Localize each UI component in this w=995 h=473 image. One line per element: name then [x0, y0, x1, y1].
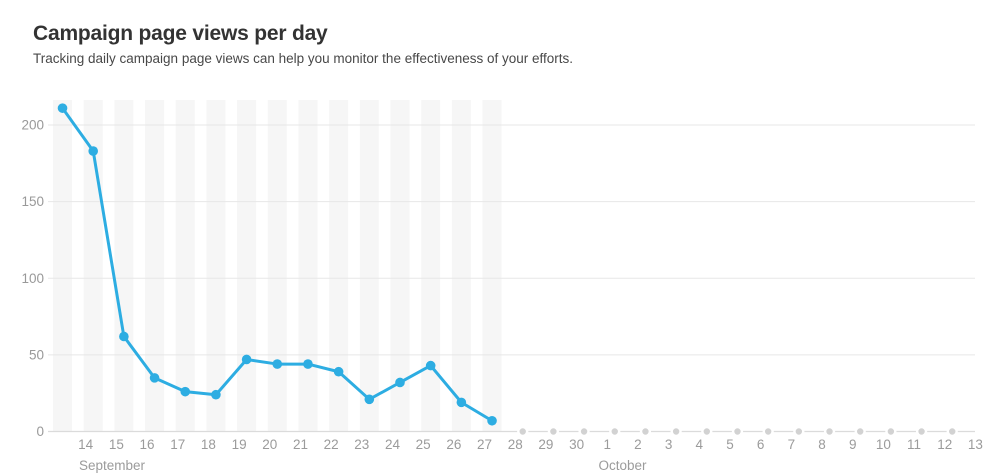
x-axis-tick-label: 20	[262, 437, 277, 452]
x-axis-tick-label: 9	[849, 437, 857, 452]
x-axis-tick-label: 30	[569, 437, 584, 452]
future-data-point[interactable]	[670, 425, 682, 438]
x-axis-tick-label: 5	[726, 437, 734, 452]
data-point[interactable]	[425, 360, 436, 371]
x-axis-tick-label: 22	[324, 437, 339, 452]
x-axis-tick-label: 18	[201, 437, 216, 452]
x-axis-tick-label: 3	[665, 437, 673, 452]
x-axis-labels: 14 15 16 17 18 19 20 21 22 23 24 25 26 27 28 29 30 1 2 3 4 5 6…	[78, 437, 983, 473]
x-axis-tick-label: 25	[416, 437, 431, 452]
x-axis-tick-label: 21	[293, 437, 308, 452]
data-point[interactable]	[57, 103, 68, 113]
future-data-point[interactable]	[946, 425, 958, 438]
data-point[interactable]	[149, 373, 160, 383]
data-point[interactable]	[88, 146, 98, 156]
month-label: October	[598, 458, 647, 473]
data-point[interactable]	[395, 377, 405, 388]
day-highlight-band	[175, 100, 195, 432]
day-bands	[53, 100, 502, 432]
day-highlight-band	[114, 100, 134, 432]
x-axis-tick-label: 16	[140, 437, 155, 452]
future-data-point[interactable]	[823, 425, 836, 438]
x-axis-tick-label: 7	[788, 437, 796, 452]
future-data-point[interactable]	[639, 425, 652, 438]
data-point[interactable]	[211, 389, 221, 400]
day-highlight-band	[237, 100, 257, 432]
x-axis-tick-label: 24	[385, 437, 401, 452]
future-data-point[interactable]	[885, 425, 897, 438]
day-highlight-band	[482, 100, 502, 432]
x-axis-tick-label: 13	[968, 437, 983, 452]
x-axis-tick-label: 29	[538, 437, 553, 452]
y-axis-tick-label: 150	[21, 194, 44, 209]
data-point[interactable]	[456, 397, 467, 408]
y-axis-tick-label: 100	[21, 271, 44, 286]
x-axis-tick-label: 14	[78, 437, 94, 452]
future-data-point[interactable]	[854, 425, 866, 438]
x-axis-tick-label: 11	[907, 437, 921, 452]
future-data-point[interactable]	[517, 425, 529, 438]
future-data-point[interactable]	[793, 425, 805, 438]
y-axis-tick-label: 0	[36, 424, 44, 439]
x-axis-tick-label: 2	[634, 437, 642, 452]
day-highlight-band	[390, 100, 410, 432]
day-highlight-band	[451, 100, 471, 432]
x-axis-tick-label: 17	[170, 437, 185, 452]
future-data-point[interactable]	[609, 425, 621, 438]
y-axis-tick-label: 200	[21, 118, 44, 133]
chart-title: Campaign page views per day	[33, 22, 328, 45]
future-data-point[interactable]	[915, 425, 928, 438]
x-axis-tick-label: 10	[876, 437, 891, 452]
x-axis-tick-label: 26	[446, 437, 461, 452]
x-axis-tick-label: 28	[508, 437, 523, 452]
future-data-point[interactable]	[979, 427, 988, 436]
month-label: September	[79, 458, 146, 473]
x-axis-tick-label: 23	[354, 437, 369, 452]
day-highlight-band	[145, 100, 165, 432]
data-point[interactable]	[180, 386, 191, 397]
future-data-point[interactable]	[547, 425, 560, 438]
x-axis-tick-label: 15	[109, 437, 124, 452]
future-data-point[interactable]	[731, 425, 744, 438]
future-data-point[interactable]	[578, 425, 590, 438]
plot-area	[57, 103, 988, 438]
data-point[interactable]	[241, 354, 252, 365]
future-data-point[interactable]	[762, 425, 774, 438]
x-axis-tick-label: 4	[696, 437, 704, 452]
data-point[interactable]	[364, 394, 375, 405]
x-axis-tick-label: 6	[757, 437, 765, 452]
y-grid: 0 50 100 150 200	[21, 118, 975, 439]
data-point[interactable]	[333, 366, 344, 377]
x-axis-tick-label: 12	[937, 437, 952, 452]
x-axis-tick-label: 8	[818, 437, 826, 452]
day-highlight-band	[267, 100, 287, 432]
day-highlight-band	[329, 100, 349, 432]
day-highlight-band	[206, 100, 226, 432]
x-axis-tick-label: 19	[232, 437, 247, 452]
data-point[interactable]	[487, 415, 497, 426]
day-highlight-band	[298, 100, 318, 432]
chart-subtitle: Tracking daily campaign page views can h…	[33, 51, 574, 66]
future-data-point[interactable]	[701, 425, 713, 438]
data-point[interactable]	[272, 359, 283, 369]
data-point[interactable]	[303, 359, 313, 369]
y-axis-tick-label: 50	[29, 347, 44, 362]
day-highlight-band	[421, 100, 441, 432]
day-highlight-band	[359, 100, 379, 432]
data-point[interactable]	[119, 331, 129, 342]
x-axis-tick-label: 27	[477, 437, 492, 452]
day-highlight-band	[53, 100, 73, 432]
x-axis-tick-label: 1	[604, 437, 612, 452]
